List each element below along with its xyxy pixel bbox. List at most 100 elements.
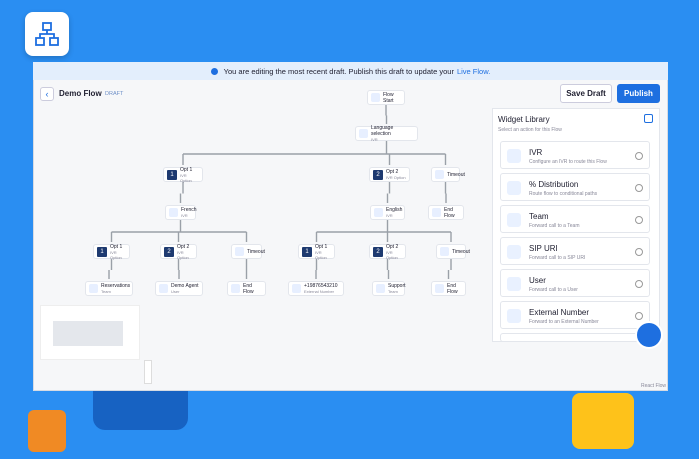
node-label: English	[386, 207, 403, 213]
node-label: Opt 1	[180, 166, 193, 173]
edge	[315, 259, 318, 279]
node-label: Opt 1	[315, 243, 328, 250]
item-name: IVR	[529, 148, 543, 157]
library-item[interactable]: % Distribution Route flow to conditional …	[500, 173, 650, 201]
node-icon	[435, 284, 444, 293]
publish-button[interactable]: Publish	[617, 84, 660, 103]
flow-node[interactable]: End Flow	[428, 205, 464, 220]
item-desc: Forward call to a SIP URI	[529, 255, 586, 261]
node-sub: IVR Option	[177, 249, 189, 260]
edge	[315, 220, 452, 242]
item-name: Team	[529, 212, 549, 221]
node-label: +19876543210	[304, 283, 338, 289]
back-button[interactable]: ‹	[40, 87, 54, 101]
zoom-controls[interactable]	[144, 360, 152, 384]
flow-node[interactable]: English IVR	[370, 205, 405, 220]
edge	[108, 259, 113, 279]
flow-node[interactable]: 2 Opt 2 IVR Option	[369, 243, 406, 260]
flow-node[interactable]: Demo Agent User	[155, 281, 203, 296]
node-label: Opt 2	[386, 243, 399, 250]
node-sub: IVR Option	[110, 249, 122, 260]
flow-node[interactable]: End Flow	[227, 281, 266, 296]
node-label: Opt 2	[386, 169, 399, 175]
node-text: Timeout	[247, 249, 265, 255]
node-label: End Flow	[444, 206, 455, 219]
item-desc: Forward to an External Number	[529, 319, 599, 325]
flow-node[interactable]: 1 Opt 1 IVR Option	[93, 244, 130, 260]
node-icon	[432, 208, 441, 217]
collapse-button[interactable]	[644, 114, 653, 123]
navy-shape	[93, 385, 188, 430]
node-sub: Team	[388, 289, 398, 294]
node-icon	[89, 284, 98, 293]
item-icon	[507, 341, 521, 342]
node-label: Support	[388, 283, 406, 289]
app-icon	[25, 12, 69, 56]
chat-button[interactable]	[635, 321, 663, 349]
node-text: Opt 1 IVR Option	[110, 244, 126, 260]
flow-node[interactable]: Language selection IVR	[355, 125, 418, 142]
library-item[interactable]: User Forward call to a User	[500, 269, 650, 297]
flow-node[interactable]: Support Team	[372, 281, 406, 296]
node-text: Reservations Team	[101, 283, 130, 294]
library-item[interactable]: External Number Forward to an External Nu…	[500, 301, 650, 329]
live-flow-link[interactable]: Live Flow.	[456, 66, 491, 76]
node-sub: IVR Option	[386, 175, 406, 180]
node-text: Opt 2 IVR Option	[386, 169, 406, 180]
attribution: React Flow	[641, 383, 667, 389]
item-desc: Configure an IVR to route this Flow	[529, 159, 607, 165]
flow-node[interactable]: French IVR	[165, 205, 197, 220]
node-badge: 1	[302, 246, 312, 257]
yellow-shape	[572, 393, 634, 449]
item-icon	[507, 149, 521, 163]
node-text: Language selection IVR	[371, 125, 414, 142]
node-text: Timeout	[452, 249, 470, 255]
library-item[interactable]: IVR Configure an IVR to route this Flow	[500, 141, 650, 169]
node-label: Timeout	[247, 248, 265, 255]
info-icon	[210, 67, 218, 75]
node-text: Support Team	[388, 283, 406, 294]
node-badge: 2	[164, 246, 174, 257]
flow-node[interactable]: 1 Opt 1 IVR Option	[298, 244, 335, 260]
library-subtitle: Select an action for this Flow	[498, 127, 562, 133]
flow-icon	[35, 22, 59, 46]
banner: You are editing the most recent draft. P…	[33, 62, 668, 80]
node-text: +19876543210 External Number	[304, 283, 338, 294]
add-icon	[635, 248, 643, 256]
node-icon	[231, 284, 240, 293]
flow-node[interactable]: Flow Start	[367, 90, 405, 105]
edge	[386, 259, 390, 279]
node-sub: IVR Option	[386, 249, 398, 260]
item-icon	[507, 309, 521, 323]
node-label: Flow Start	[383, 91, 394, 104]
node-label: Reservations	[101, 283, 131, 289]
item-name: External Number	[529, 308, 590, 317]
node-badge: 2	[373, 169, 383, 180]
flow-node[interactable]: Timeout	[431, 167, 465, 182]
flow-node[interactable]: 1 Opt 1 IVR Option	[163, 166, 203, 183]
node-sub: IVR Option	[180, 172, 192, 183]
flow-node[interactable]: End Flow	[431, 281, 466, 296]
item-desc: Forward call to a Team	[529, 223, 580, 229]
flow-node[interactable]: +19876543210 External Number	[288, 281, 344, 296]
flow-node[interactable]: Reservations Team	[85, 281, 133, 296]
node-icon	[292, 284, 301, 293]
add-icon	[635, 312, 643, 320]
library-item[interactable]: Voicemail	[500, 333, 650, 342]
flow-node[interactable]: Timeout	[231, 244, 265, 259]
node-icon	[435, 170, 444, 179]
node-icon	[374, 208, 383, 217]
library-item[interactable]: SIP URI Forward call to a SIP URI	[500, 237, 650, 265]
node-sub: IVR	[386, 213, 393, 218]
node-text: End Flow	[447, 283, 462, 295]
node-icon	[159, 284, 168, 293]
flow-node[interactable]: 2 Opt 2 IVR Option	[160, 244, 197, 260]
node-text: Opt 1 IVR Option	[315, 244, 331, 260]
library-item[interactable]: Team Forward call to a Team	[500, 205, 650, 233]
save-draft-button[interactable]: Save Draft	[560, 84, 612, 103]
flow-node[interactable]: 2 Opt 2 IVR Option	[369, 167, 410, 182]
flow-node[interactable]: Timeout	[436, 244, 470, 259]
node-icon	[169, 208, 178, 217]
